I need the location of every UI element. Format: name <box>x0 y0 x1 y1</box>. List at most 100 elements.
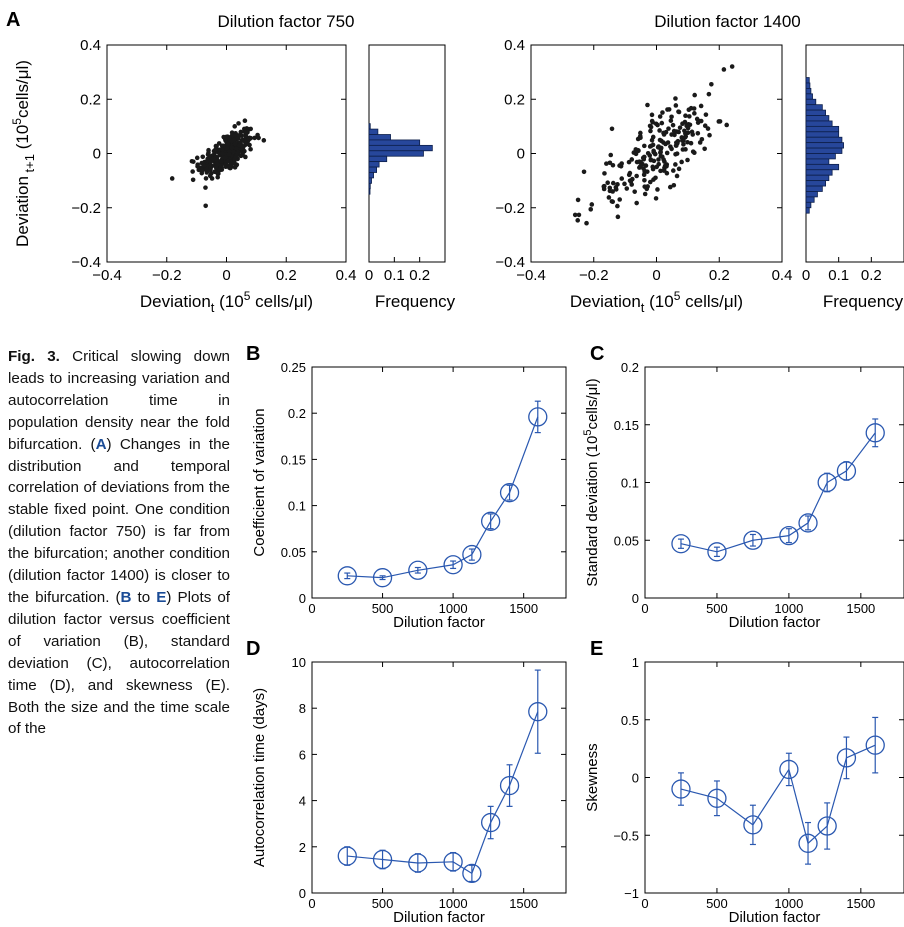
panel-title-A2: Dilution factor 1400 <box>654 12 800 31</box>
scatter-point <box>210 156 216 162</box>
scatter-point <box>647 179 653 185</box>
data-point-marker <box>337 566 357 586</box>
scatter-point <box>203 185 208 190</box>
data-point-marker <box>779 759 799 780</box>
scatter-point <box>709 81 714 87</box>
scatter-point <box>191 159 196 164</box>
y-tick-label: 0.1 <box>288 499 306 514</box>
y-tick-label: 0.2 <box>80 91 101 108</box>
scatter-point <box>648 128 653 134</box>
x-tick-label: −0.2 <box>152 267 182 284</box>
histogram-bar <box>805 115 830 122</box>
caption-part: ) Plots of dilution factor versus coeffi… <box>8 588 230 738</box>
data-point-marker <box>817 472 837 493</box>
scatter-point <box>588 207 594 212</box>
x-axis-label-A2: Deviationt (105 cells/μl) <box>570 289 743 315</box>
histogram-bar <box>805 125 840 133</box>
x-tick-label: 0.2 <box>709 267 730 284</box>
histogram-bar <box>805 174 830 182</box>
scatter-point <box>203 203 208 209</box>
histogram-bar <box>805 82 811 89</box>
scatter-point <box>653 196 659 201</box>
scatter-point <box>642 143 647 149</box>
scatter-point <box>702 146 707 152</box>
scatter-point <box>664 150 670 156</box>
scatter-point <box>648 157 654 163</box>
scatter-point <box>194 155 200 161</box>
caption-part: Critical slowing down leads to increasin… <box>8 348 230 453</box>
data-point-marker <box>798 833 818 853</box>
scatter-point <box>239 133 244 138</box>
scatter-point <box>229 145 234 151</box>
histogram-xlabel-A2: Frequency <box>823 292 904 311</box>
caption-part: E <box>156 588 167 606</box>
scatter-point <box>575 218 581 223</box>
histogram-bar <box>805 163 840 171</box>
scatter-point <box>703 112 709 117</box>
scatter-point <box>642 191 648 197</box>
scatter-point <box>219 159 224 164</box>
scatter-point <box>691 106 697 111</box>
scatter-point <box>236 121 241 126</box>
x-tick-label: 0 <box>308 896 315 911</box>
scatter-point <box>248 146 253 152</box>
scatter-point <box>223 134 229 140</box>
data-point-marker <box>408 560 428 580</box>
scatter-point <box>609 126 615 132</box>
scatter-point <box>685 139 690 145</box>
scatter-point <box>665 140 671 145</box>
y-axis-label-D: Autocorrelation time (days) <box>251 688 268 867</box>
scatter-point <box>671 182 677 188</box>
scatter-point <box>643 163 649 168</box>
scatter-point <box>657 137 663 143</box>
y-tick-label: −0.4 <box>495 254 525 271</box>
series-line-B <box>347 416 539 579</box>
scatter-point <box>215 174 221 180</box>
scatter-point <box>214 162 220 167</box>
histogram-bar <box>805 180 827 187</box>
y-tick-label: −1 <box>624 886 639 901</box>
scatter-point <box>680 121 685 127</box>
scatter-point <box>642 168 648 174</box>
scatter-point <box>231 137 237 143</box>
x-axis-label-E: Dilution factor <box>729 909 821 926</box>
x-axis-label-A1: Deviationt (105 cells/μl) <box>140 289 313 315</box>
y-tick-label: 0.5 <box>621 713 639 728</box>
scatter-point <box>707 132 712 138</box>
scatter-point <box>680 147 686 152</box>
hist-tick-label: 0.1 <box>384 267 405 284</box>
histogram-bar <box>805 147 843 154</box>
scatter-point <box>658 168 663 174</box>
scatter-point <box>642 177 647 183</box>
scatter-point <box>683 131 688 136</box>
axes-C <box>644 366 904 599</box>
scatter-point <box>215 171 220 176</box>
x-tick-label: 500 <box>706 601 728 616</box>
scatter-point <box>650 166 656 172</box>
scatter-point <box>629 157 635 162</box>
scatter-point <box>576 212 582 218</box>
x-tick-label: 0.2 <box>276 267 297 284</box>
y-tick-label: −0.2 <box>495 200 525 217</box>
scatter-point <box>676 129 681 135</box>
scatter-point <box>214 157 220 163</box>
scatter-point <box>666 126 671 131</box>
scatter-point <box>692 92 697 98</box>
scatter-point <box>239 137 245 143</box>
y-tick-label: 0 <box>299 886 306 901</box>
y-tick-label: 0.2 <box>504 91 525 108</box>
scatter-point <box>237 142 242 148</box>
scatter-point <box>220 151 225 156</box>
scatter-point <box>637 133 643 139</box>
scatter-point <box>238 153 244 159</box>
scatter-point <box>634 200 639 206</box>
data-point-marker <box>798 513 818 533</box>
y-tick-label: −0.5 <box>613 828 639 843</box>
scatter-point <box>705 126 711 131</box>
data-point-marker <box>836 461 857 481</box>
data-point-marker <box>779 525 799 546</box>
scatter-point <box>225 141 231 147</box>
scatter-point <box>662 159 667 164</box>
scatter-point <box>232 165 238 170</box>
y-axis-label-E: Skewness <box>584 743 601 811</box>
